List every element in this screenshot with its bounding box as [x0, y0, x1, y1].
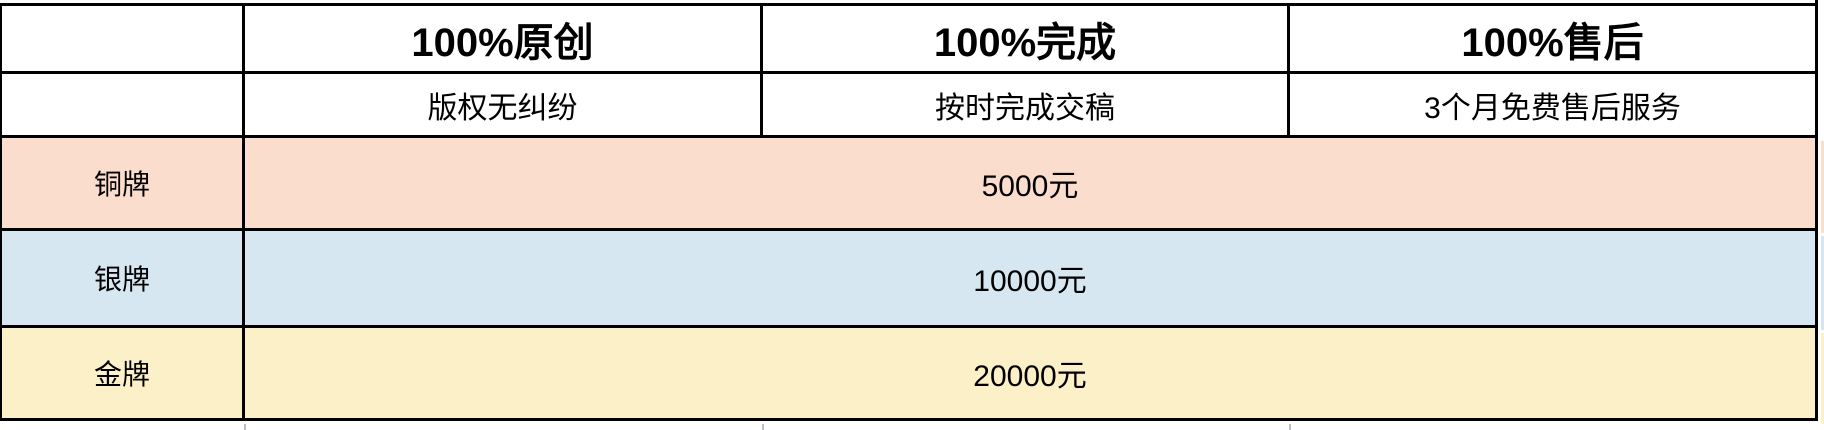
header-cell-aftersales: 100%售后 — [1287, 3, 1818, 74]
tier-price-silver: 10000元 — [242, 228, 1818, 328]
tier-price-gold: 20000元 — [242, 325, 1818, 421]
corner-cell — [0, 3, 245, 74]
right-border-stub-above-table — [1815, 0, 1818, 6]
pricing-table: 100%原创 100%完成 100%售后 版权无纠纷 按时完成交稿 3个月免费售… — [0, 3, 1818, 421]
cropped-next-column-sliver-gold — [1821, 333, 1824, 424]
header-cell-completion: 100%完成 — [760, 3, 1290, 74]
header-cell-original: 100%原创 — [242, 3, 763, 74]
subheader-cell-completion: 按时完成交稿 — [760, 71, 1290, 138]
tier-row-bronze: 铜牌 5000元 — [0, 135, 1818, 231]
cropped-next-column-sliver-bronze — [1821, 141, 1824, 233]
tier-label-bronze: 铜牌 — [0, 135, 245, 231]
subheader-cell-aftersales: 3个月免费售后服务 — [1287, 71, 1818, 138]
cropped-next-column-sliver-silver — [1821, 236, 1824, 330]
tier-row-gold: 金牌 20000元 — [0, 325, 1818, 421]
gridline-stub-col2 — [762, 424, 764, 430]
tier-label-silver: 银牌 — [0, 228, 245, 328]
subheader-cell-original: 版权无纠纷 — [242, 71, 763, 138]
gridline-stub-col1 — [244, 424, 246, 430]
header-subtitle-row: 版权无纠纷 按时完成交稿 3个月免费售后服务 — [0, 71, 1818, 138]
tier-row-silver: 银牌 10000元 — [0, 228, 1818, 328]
gridline-stub-col3 — [1289, 424, 1291, 430]
tier-label-gold: 金牌 — [0, 325, 245, 421]
header-title-row: 100%原创 100%完成 100%售后 — [0, 3, 1818, 74]
tier-price-bronze: 5000元 — [242, 135, 1818, 231]
corner-sub-cell — [0, 71, 245, 138]
